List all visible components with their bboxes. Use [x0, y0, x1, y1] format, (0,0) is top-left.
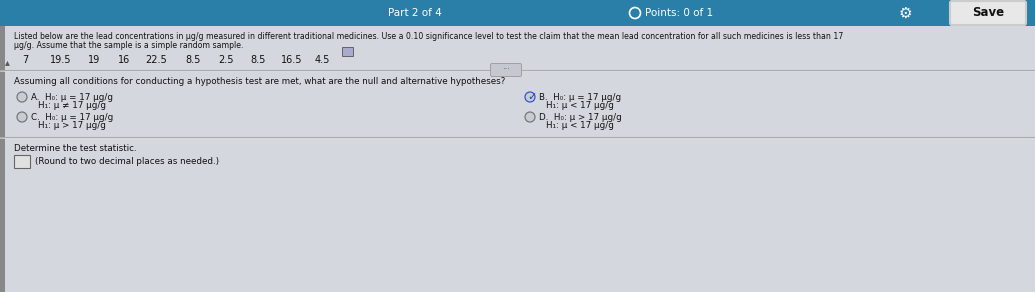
Text: Determine the test statistic.: Determine the test statistic.	[14, 144, 137, 153]
Text: 19: 19	[88, 55, 100, 65]
Text: Listed below are the lead concentrations in μg/g measured in different tradition: Listed below are the lead concentrations…	[14, 32, 844, 41]
Text: Assuming all conditions for conducting a hypothesis test are met, what are the n: Assuming all conditions for conducting a…	[14, 77, 505, 86]
FancyBboxPatch shape	[0, 26, 1035, 292]
Circle shape	[525, 92, 535, 102]
Circle shape	[17, 112, 27, 122]
Text: 16: 16	[118, 55, 130, 65]
Text: H₁: μ ≠ 17 μg/g: H₁: μ ≠ 17 μg/g	[38, 101, 106, 110]
Text: H₁: μ > 17 μg/g: H₁: μ > 17 μg/g	[38, 121, 106, 130]
Text: 7: 7	[22, 55, 28, 65]
Text: C.  H₀: μ = 17 μg/g: C. H₀: μ = 17 μg/g	[31, 113, 113, 122]
Text: B.  H₀: μ = 17 μg/g: B. H₀: μ = 17 μg/g	[539, 93, 621, 102]
FancyBboxPatch shape	[491, 63, 522, 77]
Text: ···: ···	[502, 65, 510, 74]
Text: 16.5: 16.5	[280, 55, 302, 65]
Text: ▴: ▴	[5, 57, 10, 67]
Text: 4.5: 4.5	[315, 55, 330, 65]
Text: (Round to two decimal places as needed.): (Round to two decimal places as needed.)	[35, 157, 219, 166]
Text: H₁: μ < 17 μg/g: H₁: μ < 17 μg/g	[546, 101, 614, 110]
FancyBboxPatch shape	[950, 1, 1026, 25]
Text: μg/g. Assume that the sample is a simple random sample.: μg/g. Assume that the sample is a simple…	[14, 41, 243, 50]
Text: Save: Save	[972, 6, 1004, 20]
FancyBboxPatch shape	[13, 155, 30, 168]
Text: 19.5: 19.5	[50, 55, 71, 65]
Text: 8.5: 8.5	[250, 55, 265, 65]
Text: Points: 0 of 1: Points: 0 of 1	[645, 8, 713, 18]
Text: 8.5: 8.5	[185, 55, 201, 65]
FancyBboxPatch shape	[0, 26, 5, 292]
Text: 2.5: 2.5	[218, 55, 234, 65]
Circle shape	[17, 92, 27, 102]
Text: D.  H₀: μ > 17 μg/g: D. H₀: μ > 17 μg/g	[539, 113, 622, 122]
Text: 22.5: 22.5	[145, 55, 167, 65]
FancyBboxPatch shape	[0, 0, 1035, 26]
Text: ⚙: ⚙	[898, 6, 912, 20]
Text: Part 2 of 4: Part 2 of 4	[388, 8, 442, 18]
FancyBboxPatch shape	[342, 47, 353, 56]
Circle shape	[525, 112, 535, 122]
Text: H₁: μ < 17 μg/g: H₁: μ < 17 μg/g	[546, 121, 614, 130]
Text: A.  H₀: μ = 17 μg/g: A. H₀: μ = 17 μg/g	[31, 93, 113, 102]
Text: ✓: ✓	[527, 92, 536, 102]
